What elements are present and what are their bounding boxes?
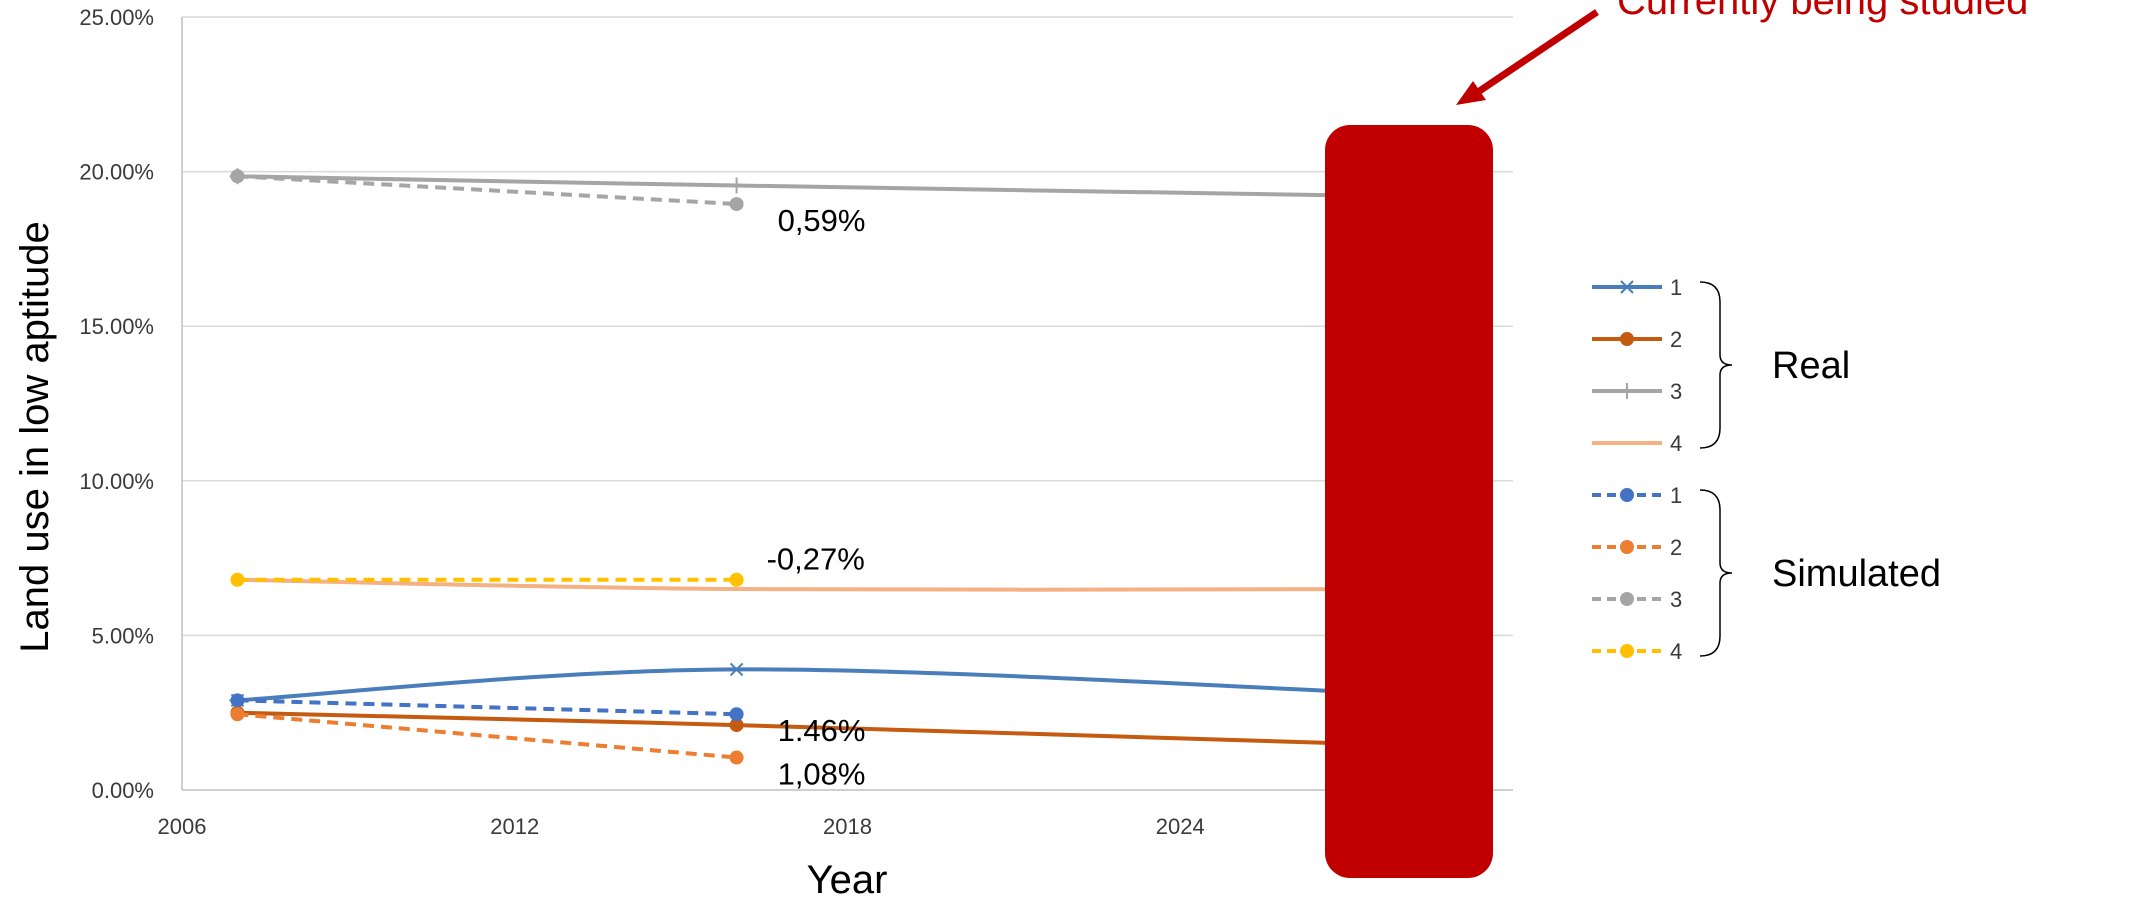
legend-group-bracket	[1699, 281, 1733, 449]
y-axis-title: Land use in low aptitude	[13, 221, 57, 652]
asterisk-stroke	[729, 662, 744, 677]
overlay-note: Currently being studied	[1617, 0, 2028, 23]
legend-item: 2	[1592, 327, 1682, 352]
series-line-real-1	[237, 667, 1403, 703]
series-marker-real-1	[728, 662, 745, 677]
data-labels: 0,59% -0,27% 1.46% 1,08%	[767, 203, 866, 791]
legend-item: 4	[1592, 639, 1682, 664]
y-tick-label: 0.00%	[92, 778, 154, 803]
legend-label: 4	[1670, 639, 1682, 664]
data-label: -0,27%	[767, 542, 865, 577]
legend-label: 1	[1670, 275, 1682, 300]
legend-item: 3	[1592, 587, 1682, 612]
series-marker-simulated-2	[230, 707, 245, 722]
y-tick-label: 5.00%	[92, 623, 154, 648]
series-marker-simulated-4	[729, 572, 744, 587]
x-tick-label: 2006	[158, 814, 207, 839]
legend-label: 4	[1670, 431, 1682, 456]
legend-group-label: Real	[1772, 345, 1850, 387]
legend-label: 3	[1670, 379, 1682, 404]
series-line-simulated-2	[237, 712, 737, 760]
y-tick-label: 10.00%	[79, 469, 154, 494]
series-marker-simulated-1	[729, 707, 744, 722]
y-tick-label: 20.00%	[79, 160, 154, 185]
legend-item: 4	[1592, 431, 1682, 456]
series-marker-simulated-3	[729, 197, 744, 212]
legend-item: 2	[1592, 535, 1682, 560]
series-marker-simulated-3	[230, 169, 245, 184]
arrow-icon	[1456, 9, 1599, 105]
y-tick-label: 25.00%	[79, 5, 154, 30]
series-line-simulated-3	[237, 174, 737, 207]
legend-marker	[1619, 383, 1635, 399]
legend-marker	[1620, 540, 1634, 554]
series-markers	[229, 168, 1411, 765]
x-tick-label: 2012	[490, 814, 539, 839]
legend-marker	[1619, 280, 1635, 294]
series-marker-real-3	[728, 177, 745, 194]
asterisk-stroke	[1620, 280, 1634, 294]
legend: 1 2 3 4 1 2 3 4 Real Simulated	[1592, 275, 1941, 664]
series-line-real-2	[237, 710, 1403, 748]
legend-label: 1	[1670, 483, 1682, 508]
axes: 0.00% 5.00% 10.00% 15.00% 20.00% 25.00% 2006 20…	[79, 5, 1204, 839]
gridlines	[182, 16, 1513, 791]
series-marker-real-2	[729, 718, 744, 733]
legend-group-bracket	[1699, 489, 1733, 657]
legend-item: 3	[1592, 379, 1682, 404]
legend-marker	[1620, 644, 1634, 658]
x-tick-label: 2018	[823, 814, 872, 839]
legend-group-label: Simulated	[1772, 553, 1941, 595]
series-lines	[237, 174, 1403, 760]
series-line-real-3	[237, 174, 1403, 199]
legend-label: 2	[1670, 327, 1682, 352]
series-line-real-4	[237, 577, 1403, 592]
series-line-simulated-1	[237, 698, 737, 717]
x-tick-label: 2024	[1156, 814, 1205, 839]
overlay-red-block	[1325, 125, 1493, 878]
series-marker-simulated-2	[729, 750, 744, 765]
legend-marker	[1620, 592, 1634, 606]
data-label: 1,08%	[778, 757, 866, 792]
series-marker-simulated-4	[230, 572, 245, 587]
legend-marker	[1620, 488, 1634, 502]
data-label: 1.46%	[778, 713, 866, 748]
series-marker-simulated-1	[230, 693, 245, 708]
x-axis-title: Year	[807, 858, 888, 901]
legend-item: 1	[1592, 275, 1682, 300]
legend-label: 2	[1670, 535, 1682, 560]
data-label: 0,59%	[778, 203, 866, 238]
y-tick-label: 15.00%	[79, 314, 154, 339]
legend-marker	[1620, 332, 1634, 346]
legend-label: 3	[1670, 587, 1682, 612]
legend-item: 1	[1592, 483, 1682, 508]
